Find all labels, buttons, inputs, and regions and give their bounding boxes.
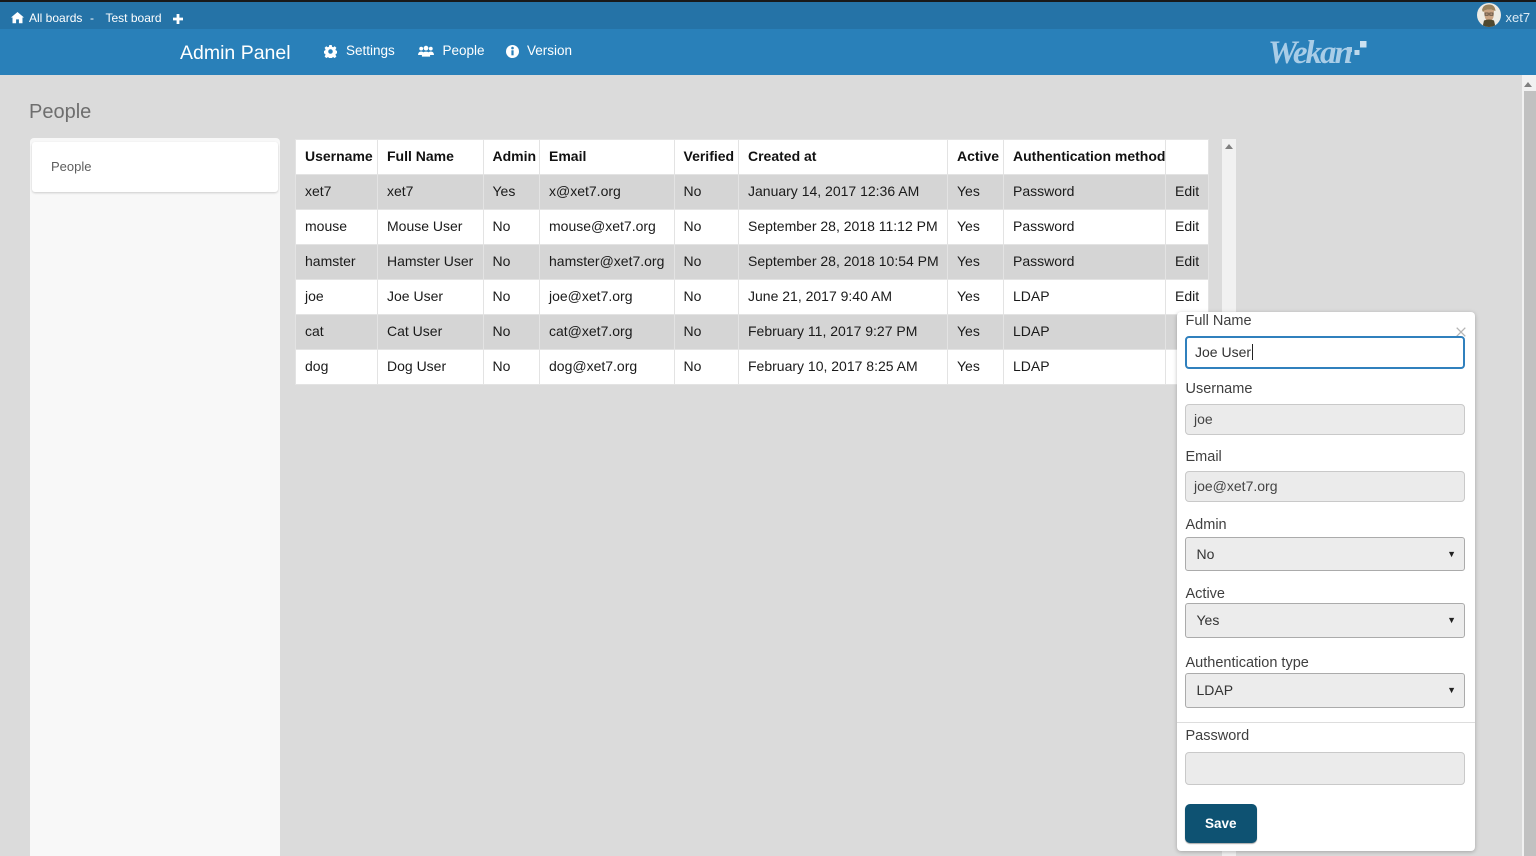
svg-text:Wekan: Wekan [1268,35,1352,71]
